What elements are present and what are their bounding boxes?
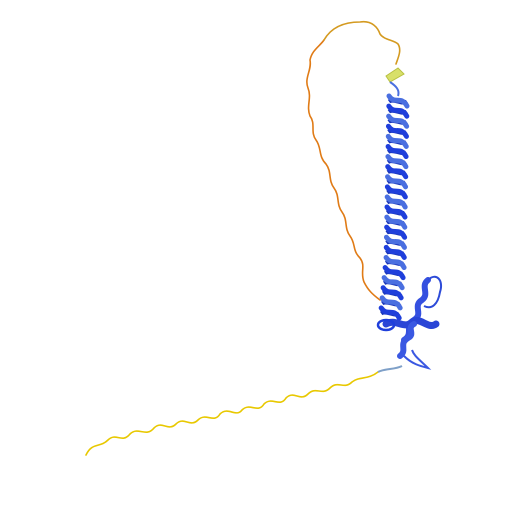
helix-turn-front: [382, 265, 406, 281]
globular-helical-domain: [376, 275, 442, 370]
helix-turn-front: [386, 93, 410, 109]
helix-turn-front: [384, 204, 408, 220]
strand-to-helix-linker: [389, 81, 400, 97]
helix-turn-front: [386, 103, 410, 119]
helix-turn-front: [380, 285, 404, 301]
helix-turn-front: [385, 154, 409, 170]
domain-c-terminal-loop: [403, 349, 432, 370]
helix-turn-front: [385, 143, 409, 160]
helix-turn-front: [378, 305, 402, 321]
top-loop-coil: [323, 20, 401, 65]
domain-helix-lower: [397, 321, 417, 359]
helix-turn-front: [385, 123, 409, 139]
short-strand: [385, 67, 405, 83]
disordered-tail-coil: [85, 371, 379, 456]
domain-turn-left: [376, 318, 396, 332]
disordered-loop-coil: [306, 39, 381, 301]
helix-turn-front: [385, 164, 409, 180]
helix-turn-front: [383, 234, 407, 250]
helix-turn-front: [384, 224, 408, 240]
helix-turn-front: [384, 214, 408, 230]
helix-turn-front: [384, 184, 408, 200]
long-alpha-helix: [378, 93, 410, 321]
helix-turn-front: [381, 275, 405, 291]
helix-turn-front: [386, 113, 410, 129]
helix-turn-front: [385, 174, 409, 190]
helix-turn-front: [384, 194, 408, 210]
domain-loop-right: [423, 275, 442, 309]
helix-turn-front: [379, 295, 403, 311]
helix-turn-front: [383, 244, 407, 260]
tail-to-domain-linker: [377, 365, 403, 373]
helix-turn-front: [383, 254, 407, 271]
helix-turn-front: [385, 133, 409, 149]
